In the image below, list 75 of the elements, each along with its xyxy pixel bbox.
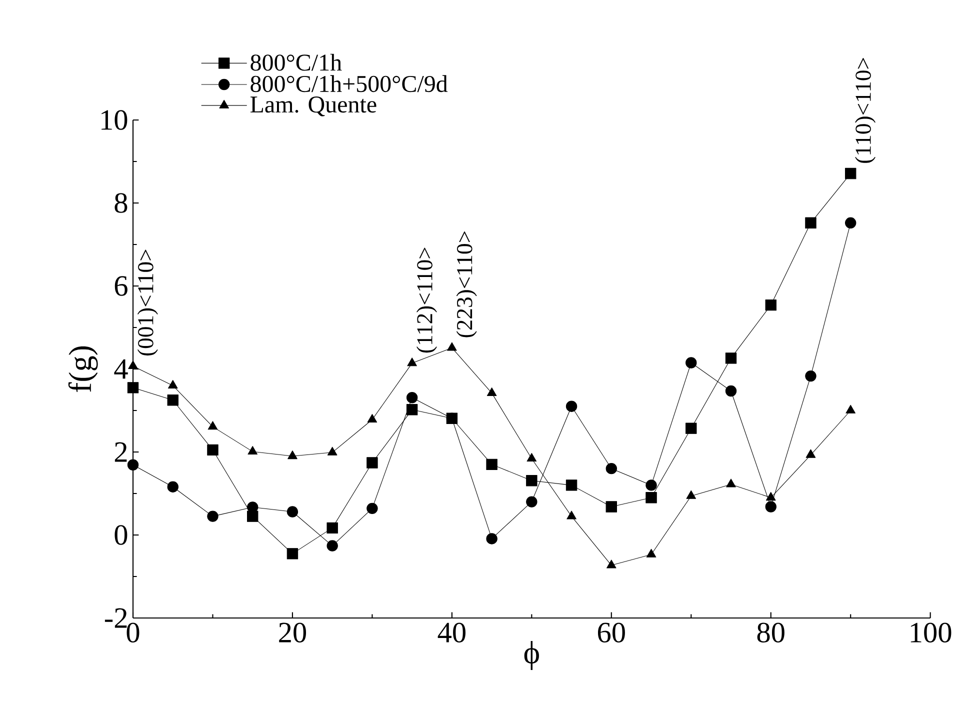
point bbox=[846, 404, 856, 414]
annotation: (001)<110> bbox=[137, 250, 158, 356]
point bbox=[208, 421, 218, 430]
point bbox=[766, 492, 776, 501]
point bbox=[725, 352, 737, 364]
point bbox=[407, 358, 417, 366]
point bbox=[805, 370, 816, 382]
x-tick-label: 40 bbox=[438, 622, 466, 642]
point bbox=[167, 481, 178, 492]
point bbox=[765, 501, 776, 512]
point bbox=[127, 459, 139, 470]
point bbox=[207, 444, 218, 456]
annotation: (112)<110> bbox=[416, 248, 438, 353]
point bbox=[566, 400, 578, 412]
point bbox=[447, 342, 457, 351]
point bbox=[526, 475, 538, 486]
point bbox=[806, 449, 816, 458]
point bbox=[127, 382, 139, 394]
point bbox=[247, 510, 258, 522]
point bbox=[288, 450, 298, 460]
point bbox=[326, 540, 338, 552]
point bbox=[486, 387, 497, 396]
x-tick-label: 20 bbox=[279, 622, 306, 642]
point bbox=[805, 217, 816, 229]
point bbox=[646, 480, 657, 491]
point bbox=[168, 380, 178, 389]
point bbox=[207, 510, 218, 522]
point bbox=[486, 533, 498, 544]
y-tick-label: 0 bbox=[114, 525, 128, 545]
point bbox=[406, 404, 418, 416]
point bbox=[406, 392, 418, 404]
y-tick-label: -2 bbox=[104, 608, 127, 628]
y-tick-label: 10 bbox=[102, 110, 128, 130]
point bbox=[566, 480, 578, 491]
point bbox=[366, 457, 378, 468]
point bbox=[326, 522, 338, 534]
legend-label: 800°C/1h bbox=[250, 54, 342, 71]
point bbox=[366, 502, 378, 514]
point bbox=[167, 394, 178, 406]
point bbox=[286, 548, 298, 560]
point bbox=[327, 446, 338, 456]
point bbox=[725, 385, 737, 397]
y-tick-label: 6 bbox=[114, 276, 128, 296]
y-tick-label: 2 bbox=[114, 442, 127, 462]
point bbox=[844, 168, 856, 180]
point bbox=[526, 496, 538, 508]
point bbox=[606, 462, 617, 474]
point bbox=[367, 414, 378, 423]
point bbox=[844, 217, 856, 229]
legend-label: 800°C/1h+500°C/9d bbox=[250, 75, 448, 92]
point bbox=[486, 458, 498, 470]
annotation: (110)<110> bbox=[854, 58, 876, 163]
x-tick-label: 100 bbox=[910, 622, 952, 642]
point bbox=[646, 548, 656, 558]
point bbox=[686, 490, 696, 499]
point bbox=[646, 492, 657, 504]
point bbox=[606, 501, 617, 512]
point bbox=[726, 478, 736, 488]
point bbox=[248, 446, 258, 455]
point bbox=[765, 299, 776, 311]
legend-label: Lam. Quente bbox=[250, 96, 376, 116]
point bbox=[286, 506, 298, 518]
point bbox=[526, 453, 537, 462]
x-axis-title: ϕ bbox=[524, 640, 539, 670]
point bbox=[128, 360, 138, 370]
x-tick-label: 60 bbox=[598, 622, 625, 642]
y-tick-label: 8 bbox=[114, 193, 128, 213]
point bbox=[686, 422, 697, 434]
point bbox=[606, 560, 616, 568]
y-axis-title: f(g) bbox=[68, 346, 98, 392]
point bbox=[686, 357, 697, 368]
annotation: (223)<110> bbox=[456, 232, 477, 338]
y-tick-label: 4 bbox=[114, 359, 128, 379]
point bbox=[566, 510, 576, 520]
x-tick-label: 80 bbox=[757, 622, 784, 642]
